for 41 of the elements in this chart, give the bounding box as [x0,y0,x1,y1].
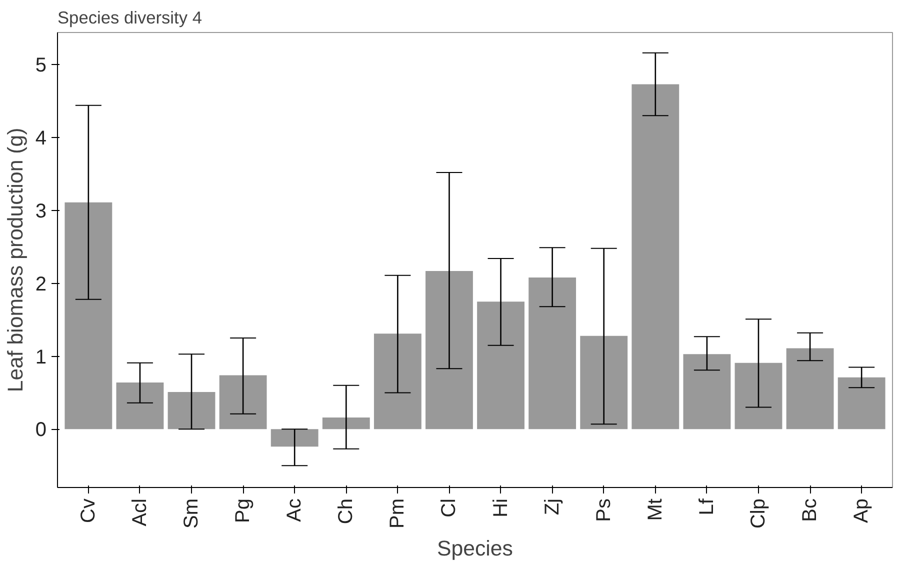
bar [168,392,216,430]
x-tick-label: Acl [128,498,151,526]
bar [322,418,370,430]
y-tick-label: 3 [35,200,46,222]
bar [580,336,628,430]
bar [426,270,473,430]
bar [838,377,886,430]
y-tick-label: 1 [35,346,46,368]
x-tick-label: Sm [180,498,203,528]
bar [528,278,576,430]
x-tick-label: Pg [232,498,254,523]
y-tick-label: 5 [35,54,46,77]
bar [219,375,267,430]
bar [116,382,164,430]
bar [64,202,112,430]
bar [786,348,834,430]
y-tick-label: 0 [35,419,46,442]
chart-title: Species diversity 4 [58,8,202,28]
x-axis-title: Species [437,536,513,561]
x-tick-label: Mt [644,498,666,521]
x-tick-label: Bc [799,498,822,522]
x-tick-label: Zj [541,498,564,516]
bar [477,302,524,430]
bar [683,354,731,430]
x-tick-label: Clp [747,498,770,529]
x-tick-label: Hi [490,498,512,518]
y-axis-title: Leaf biomass production (g) [3,128,28,392]
x-tick-label: Cv [77,498,100,523]
bar [632,84,680,430]
bar [374,334,422,430]
x-tick-label: Ac [284,498,306,522]
x-tick-label: Ap [850,498,873,523]
bar [270,429,318,447]
x-tick-label: Lf [696,498,718,516]
x-tick-label: Cl [438,498,460,518]
x-tick-label: Pm [386,498,409,528]
x-tick-label: Ch [335,498,358,524]
x-tick-label: Ps [592,498,615,522]
bar [734,362,782,430]
y-tick-label: 4 [35,128,46,150]
y-tick-label: 2 [35,273,46,296]
